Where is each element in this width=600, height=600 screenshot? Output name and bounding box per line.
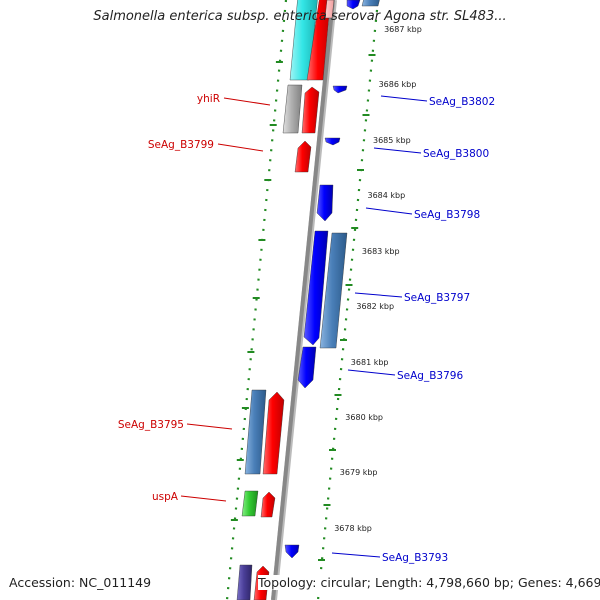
leader-line (217, 143, 264, 152)
tick-label: 3682 kbp (356, 302, 394, 311)
forward-cds-yhir (301, 86, 320, 134)
reverse-cds-top (346, 0, 361, 10)
gene-label-seag-b3793[interactable]: SeAg_B3793 (382, 552, 448, 564)
reverse-cds-b3798 (316, 184, 334, 222)
reverse-cds-b3800 (324, 137, 341, 146)
steel-feature-b3795 (244, 389, 267, 475)
reverse-cds-b3797 (303, 230, 329, 346)
tick-label: 3679 kbp (340, 468, 378, 477)
leader-line (186, 423, 233, 430)
tick-label: 3683 kbp (362, 247, 400, 256)
genes-label: Genes: (517, 575, 562, 590)
reverse-cds-b3802 (332, 85, 348, 94)
forward-cds-top-tail (324, 0, 335, 19)
gene-label-seag-b3795[interactable]: SeAg_B3795 (118, 419, 184, 431)
tick-label: 3681 kbp (351, 358, 389, 367)
tick-label: 3686 kbp (379, 80, 417, 89)
label-leaders (180, 95, 428, 558)
steel-feature-b3797 (319, 232, 348, 349)
length-value: 4,798,660 bp (426, 575, 510, 590)
accession-info: Accession: NC_011149 (9, 575, 152, 590)
leader-line (331, 552, 381, 558)
gene-label-seag-b3798[interactable]: SeAg_B3798 (414, 209, 480, 221)
steel-feature-top (361, 0, 380, 7)
ring-dashes (230, 54, 376, 561)
accession-label: Accession: (9, 575, 76, 590)
gray-feature-yhir (282, 84, 303, 134)
forward-cds-b3795 (262, 391, 285, 475)
gene-label-yhir[interactable]: yhiR (197, 93, 220, 105)
gene-label-seag-b3802[interactable]: SeAg_B3802 (429, 96, 495, 108)
topology-value: circular (320, 575, 367, 590)
leader-line (373, 147, 422, 154)
leader-line (354, 292, 403, 298)
reverse-features (284, 0, 380, 559)
gene-label-uspa[interactable]: uspA (152, 491, 179, 503)
genes-value: 4,669 (565, 575, 600, 590)
tick-label: 3687 kbp (384, 25, 422, 34)
outer-dotted-ring-right (316, 0, 380, 600)
forward-cds-b3799 (294, 140, 312, 173)
outer-dotted-ring-left (225, 0, 288, 600)
length-label: Length: (374, 575, 423, 590)
gene-labels: yhiR SeAg_B3799 SeAg_B3795 uspA SeAg_B38… (118, 93, 495, 564)
backbone (271, 0, 335, 600)
tick-label: 3678 kbp (334, 524, 372, 533)
tick-label: 3680 kbp (345, 413, 383, 422)
leader-line (365, 207, 413, 215)
reverse-cds-b3793 (284, 544, 300, 559)
gene-label-seag-b3797[interactable]: SeAg_B3797 (404, 292, 470, 304)
forward-features (236, 0, 335, 600)
kbp-ticks: 3687 kbp 3686 kbp 3685 kbp 3684 kbp 3683 kbp… (334, 25, 422, 533)
leader-line (380, 95, 428, 102)
accession-value: NC_011149 (79, 575, 152, 590)
genome-stats: Topology: circular; Length: 4,798,660 bp… (258, 575, 600, 590)
leader-line (180, 495, 227, 502)
purple-feature-bottom (236, 564, 253, 600)
gene-label-seag-b3796[interactable]: SeAg_B3796 (397, 370, 463, 382)
tick-label: 3685 kbp (373, 136, 411, 145)
topology-label: Topology: (258, 575, 317, 590)
gene-label-seag-b3799[interactable]: SeAg_B3799 (148, 139, 214, 151)
leader-line (347, 369, 396, 376)
reverse-cds-b3796 (297, 346, 317, 389)
forward-cds-uspa (260, 491, 276, 518)
green-feature-uspa (241, 490, 259, 517)
gene-label-seag-b3800[interactable]: SeAg_B3800 (423, 148, 489, 160)
tick-label: 3684 kbp (368, 191, 406, 200)
forward-cds-top (306, 0, 331, 81)
map-title: Salmonella enterica subsp. enterica sero… (93, 9, 507, 24)
leader-line (223, 97, 271, 106)
